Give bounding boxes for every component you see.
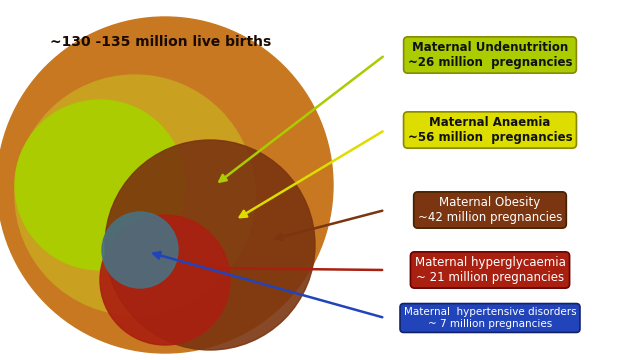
Text: Maternal Undenutrition
~26 million  pregnancies: Maternal Undenutrition ~26 million pregn… xyxy=(408,41,572,69)
Text: Maternal Obesity
~42 million pregnancies: Maternal Obesity ~42 million pregnancies xyxy=(418,196,562,224)
Circle shape xyxy=(15,100,185,270)
Circle shape xyxy=(0,17,333,353)
Text: Maternal Anaemia
~56 million  pregnancies: Maternal Anaemia ~56 million pregnancies xyxy=(408,116,572,144)
Circle shape xyxy=(15,75,255,315)
Circle shape xyxy=(102,212,178,288)
Text: Maternal hyperglycaemia
~ 21 million pregnancies: Maternal hyperglycaemia ~ 21 million pre… xyxy=(415,256,565,284)
Text: Maternal  hypertensive disorders
~ 7 million pregnancies: Maternal hypertensive disorders ~ 7 mill… xyxy=(404,307,577,329)
Circle shape xyxy=(100,215,230,345)
Circle shape xyxy=(105,140,315,350)
Text: ~130 -135 million live births: ~130 -135 million live births xyxy=(50,35,272,49)
